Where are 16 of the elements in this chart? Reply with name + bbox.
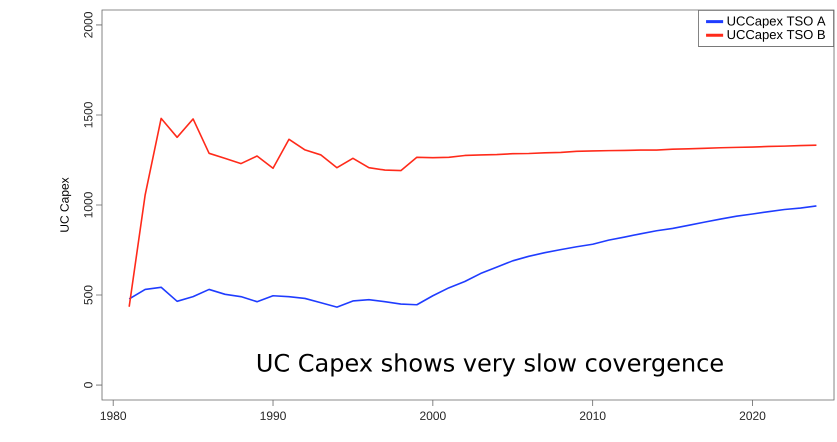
x-tick-label: 2000 (420, 412, 446, 420)
line-series (128, 118, 818, 308)
y-tick-label: 2000 (84, 12, 92, 38)
y-tick-label: 1500 (84, 102, 92, 128)
legend-label: UCCapex TSO B (728, 30, 825, 42)
x-tick-label: 2020 (740, 412, 766, 420)
y-tick-label: 1000 (84, 192, 92, 218)
y-tick-label: 500 (84, 285, 92, 305)
y-tick-label: 0 (84, 382, 92, 388)
y-axis-title: UC Capex (60, 177, 72, 232)
x-tick-label: 1990 (260, 412, 286, 420)
x-tick-label: 2010 (580, 412, 606, 420)
annotation: UC Capex shows very slow covergence (258, 353, 723, 377)
line-series (128, 205, 818, 308)
x-tick-label: 1980 (100, 412, 126, 420)
legend-label: UCCapex TSO A (728, 16, 826, 28)
